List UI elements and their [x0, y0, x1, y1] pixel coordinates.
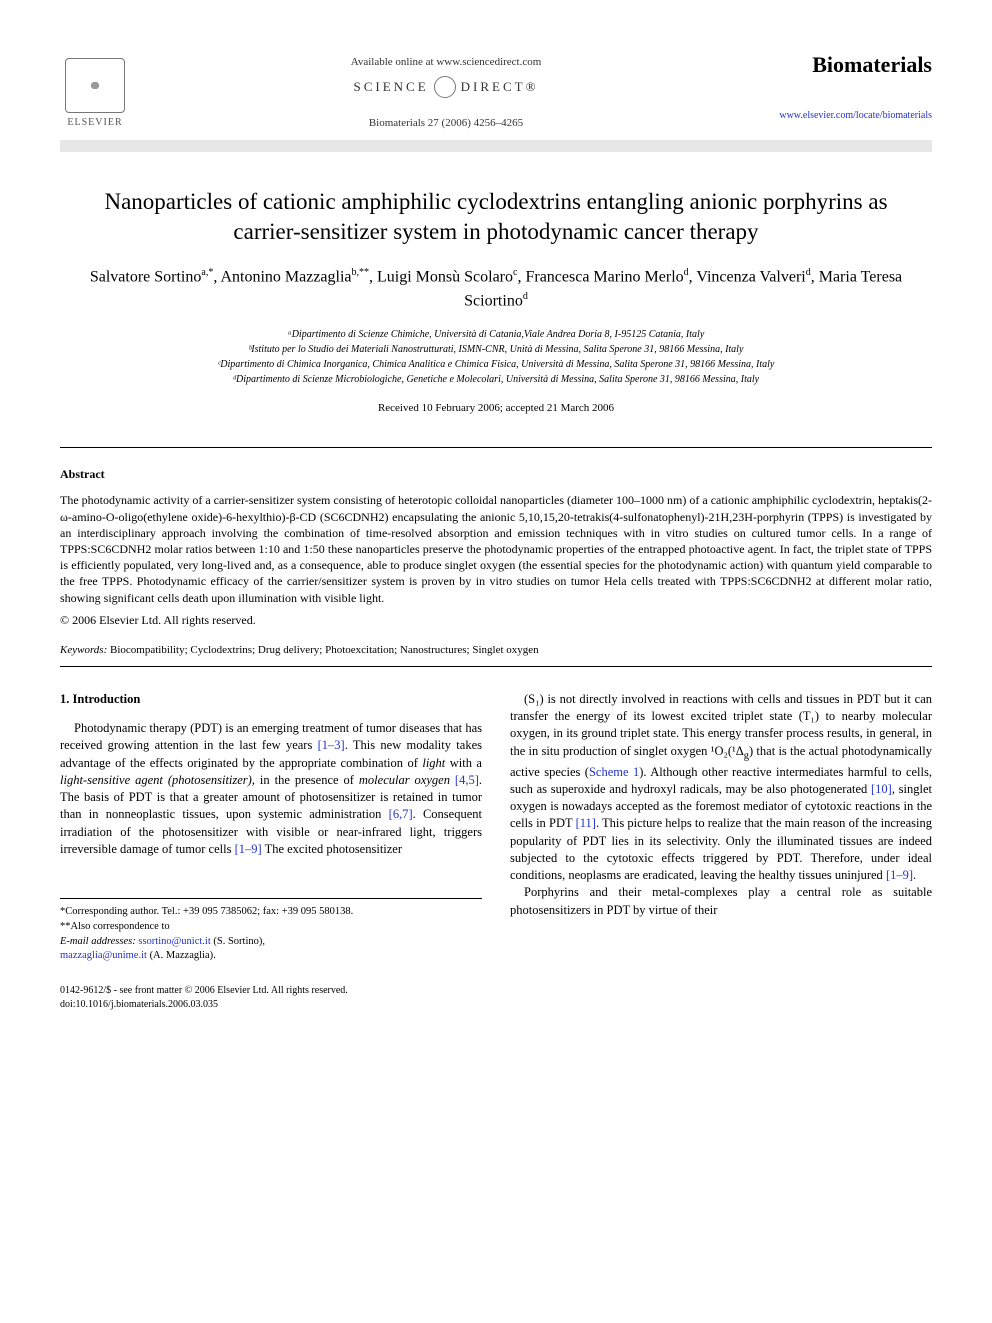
- corresponding-author-2: **Also correspondence to: [60, 920, 482, 935]
- footer-copyright-doi: 0142-9612/$ - see front matter © 2006 El…: [60, 984, 348, 1012]
- intro-paragraph-2: (S₁) is not directly involved in reactio…: [510, 691, 932, 884]
- intro-paragraph-1: Photodynamic therapy (PDT) is an emergin…: [60, 720, 482, 858]
- abstract-copyright: © 2006 Elsevier Ltd. All rights reserved…: [60, 612, 932, 629]
- divider-top: [60, 447, 932, 448]
- email-1-name: (S. Sortino),: [211, 936, 265, 947]
- email-2-name: (A. Mazzaglia).: [147, 950, 216, 961]
- email-1[interactable]: ssortino@unict.it: [138, 936, 210, 947]
- affiliations-block: ᵃDipartimento di Scienze Chimiche, Unive…: [60, 327, 932, 387]
- sd-left: SCIENCE: [354, 78, 429, 96]
- keywords-line: Keywords: Biocompatibility; Cyclodextrin…: [60, 643, 932, 658]
- header-row: ELSEVIER Available online at www.science…: [60, 50, 932, 132]
- intro-paragraph-3: Porphyrins and their metal-complexes pla…: [510, 884, 932, 919]
- left-column: 1. Introduction Photodynamic therapy (PD…: [60, 691, 482, 964]
- footer-line: 0142-9612/$ - see front matter © 2006 El…: [60, 984, 932, 1012]
- keywords-text: Biocompatibility; Cyclodextrins; Drug de…: [107, 644, 538, 656]
- journal-name: Biomaterials: [762, 50, 932, 81]
- journal-reference: Biomaterials 27 (2006) 4256–4265: [130, 116, 762, 131]
- article-title: Nanoparticles of cationic amphiphilic cy…: [60, 187, 932, 247]
- right-column: (S₁) is not directly involved in reactio…: [510, 691, 932, 964]
- footnotes-block: *Corresponding author. Tel.: +39 095 738…: [60, 898, 482, 964]
- center-header: Available online at www.sciencedirect.co…: [130, 50, 762, 132]
- section-1-heading: 1. Introduction: [60, 691, 482, 708]
- sd-swirl-icon: [434, 76, 456, 98]
- email-label: E-mail addresses:: [60, 936, 136, 947]
- email-line: E-mail addresses: ssortino@unict.it (S. …: [60, 935, 482, 964]
- elsevier-logo: ELSEVIER: [60, 50, 130, 130]
- journal-url[interactable]: www.elsevier.com/locate/biomaterials: [762, 109, 932, 123]
- footer-front-matter: 0142-9612/$ - see front matter © 2006 El…: [60, 984, 348, 998]
- journal-logo-block: Biomaterials www.elsevier.com/locate/bio…: [762, 50, 932, 123]
- sd-right: DIRECT®: [461, 78, 539, 96]
- abstract-heading: Abstract: [60, 466, 932, 483]
- publisher-name: ELSEVIER: [67, 116, 122, 130]
- elsevier-tree-icon: [65, 58, 125, 113]
- article-dates: Received 10 February 2006; accepted 21 M…: [60, 401, 932, 416]
- header-divider-strip: [60, 140, 932, 152]
- email-2[interactable]: mazzaglia@unime.it: [60, 950, 147, 961]
- two-column-body: 1. Introduction Photodynamic therapy (PD…: [60, 691, 932, 964]
- footer-doi: doi:10.1016/j.biomaterials.2006.03.035: [60, 998, 348, 1012]
- science-direct-logo: SCIENCE DIRECT®: [130, 76, 762, 98]
- keywords-label: Keywords:: [60, 644, 107, 656]
- available-online-text: Available online at www.sciencedirect.co…: [130, 55, 762, 70]
- divider-bottom: [60, 666, 932, 667]
- authors-list: Salvatore Sortinoa,*, Antonino Mazzaglia…: [60, 265, 932, 314]
- abstract-body: The photodynamic activity of a carrier-s…: [60, 492, 932, 605]
- corresponding-author-1: *Corresponding author. Tel.: +39 095 738…: [60, 905, 482, 920]
